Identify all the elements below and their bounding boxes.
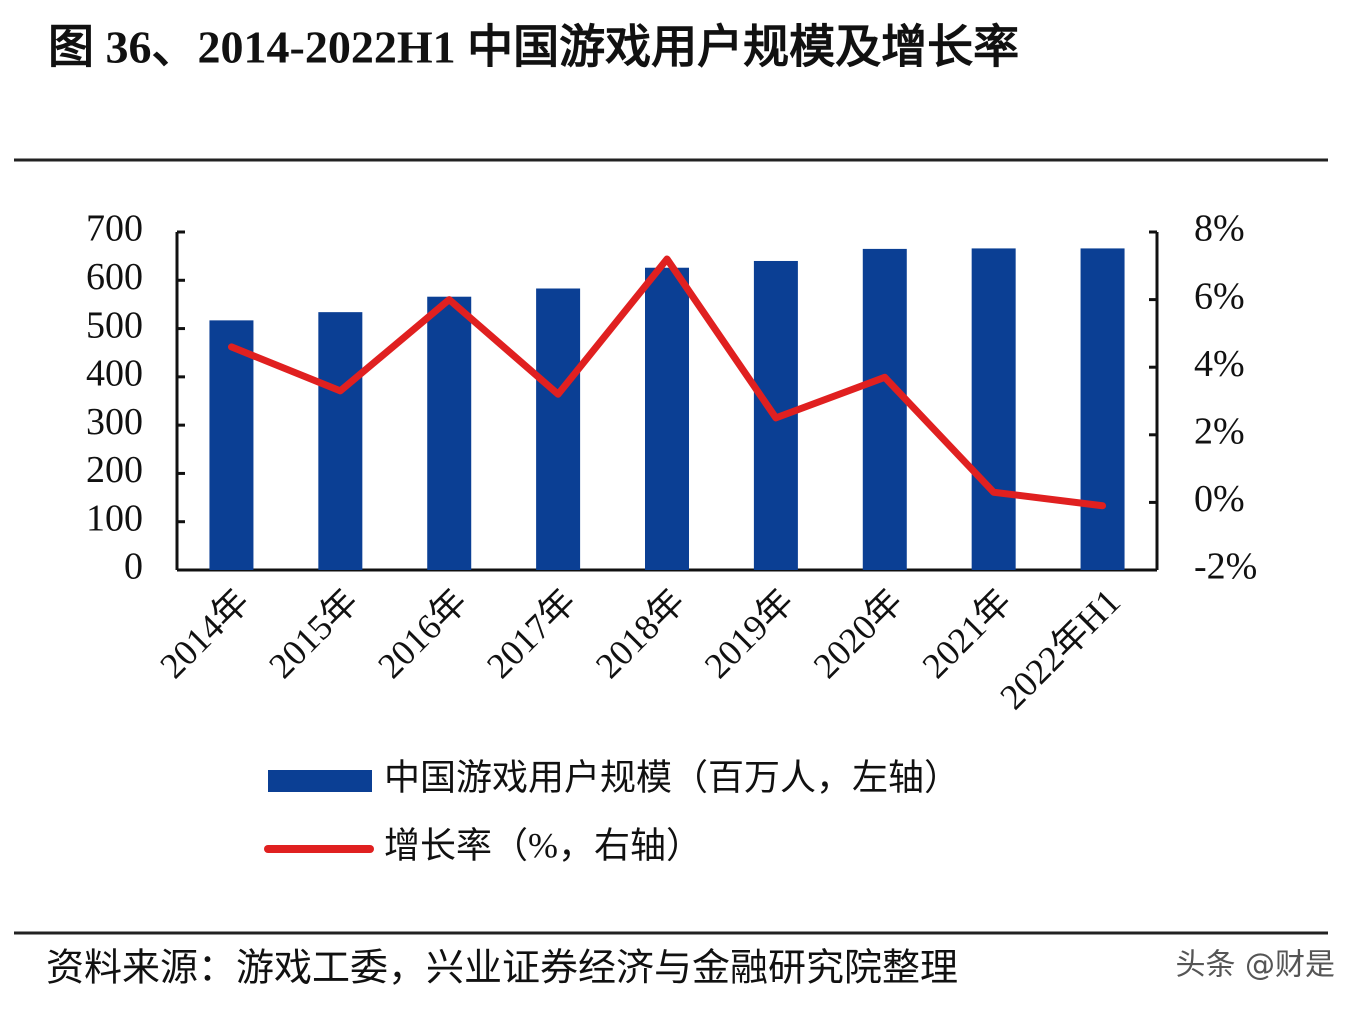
y2-tick-label: 6% [1194, 275, 1245, 317]
bar [536, 288, 581, 570]
y2-tick-label: 8% [1194, 208, 1245, 250]
y-tick-label: 300 [86, 401, 143, 443]
bar [209, 320, 254, 570]
legend-label: 中国游戏用户规模（百万人，左轴） [384, 757, 960, 797]
y-tick-label: 400 [86, 353, 143, 395]
y-tick-label: 0 [124, 546, 143, 588]
bar [645, 267, 689, 570]
y2-tick-label: 0% [1194, 478, 1245, 520]
y-tick-label: 700 [86, 208, 143, 250]
bar [862, 248, 907, 570]
watermark: 头条 @财是 [1175, 948, 1335, 983]
y2-tick-label: 2% [1194, 411, 1245, 453]
chart-title: 图 36、2014-2022H1 中国游戏用户规模及增长率 [48, 22, 1019, 73]
y-tick-label: 100 [86, 497, 143, 539]
bar [427, 296, 472, 570]
source: 资料来源：游戏工委，兴业证券经济与金融研究院整理 [46, 948, 958, 990]
line [227, 255, 1107, 510]
y-tick-label: 200 [86, 449, 143, 491]
y2-tick-label: -2% [1194, 546, 1257, 588]
legend-label: 增长率（%，右轴） [384, 825, 702, 865]
bar [318, 312, 363, 570]
legend-swatch [268, 770, 372, 792]
y2-tick-label: 4% [1194, 343, 1245, 385]
y-tick-label: 500 [86, 304, 143, 346]
bar [1080, 248, 1125, 570]
bar [971, 248, 1016, 570]
y-tick-label: 600 [86, 256, 143, 298]
